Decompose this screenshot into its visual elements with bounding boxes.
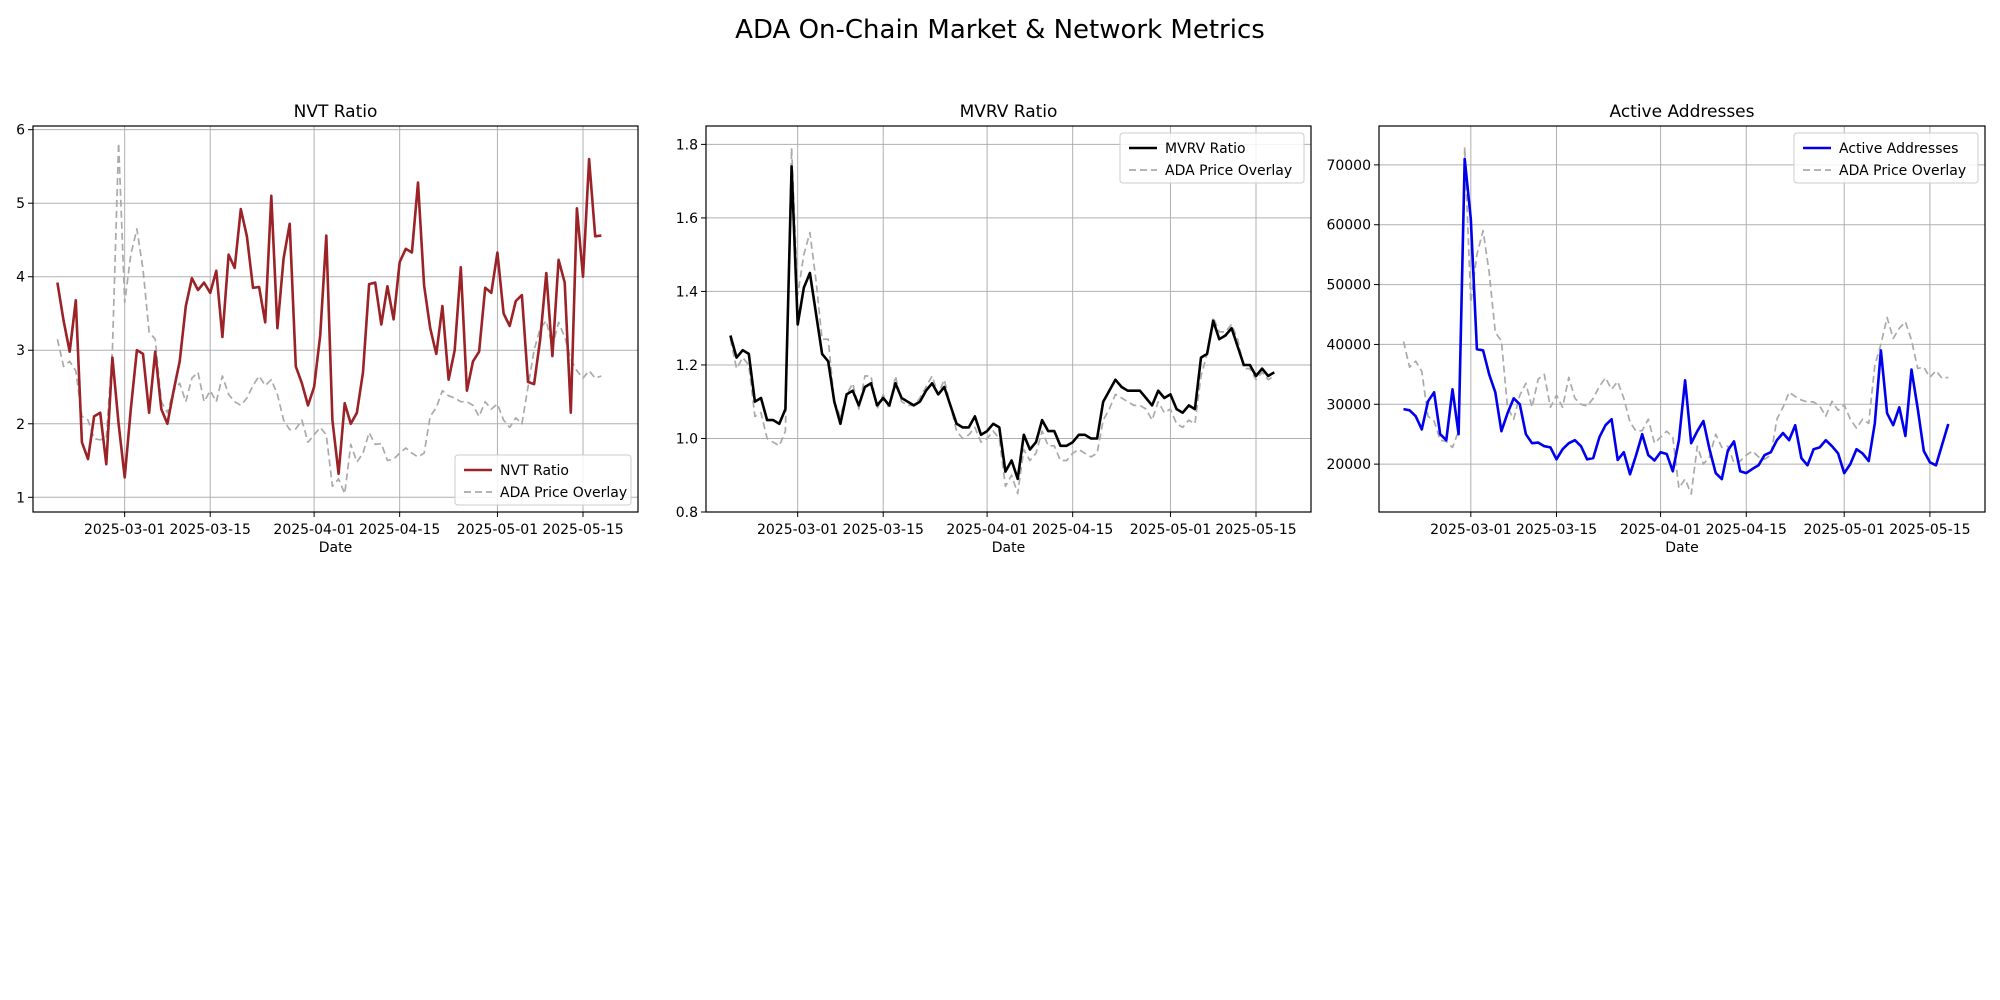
legend: Active Addresses ADA Price Overlay xyxy=(1793,132,1979,184)
legend-box xyxy=(454,454,632,506)
x-axis-label: Date xyxy=(1665,540,1698,556)
x-tick-label: 2025-04-15 xyxy=(1706,522,1787,538)
x-axis-label: Date xyxy=(319,540,352,556)
x-tick-label: 2025-05-01 xyxy=(457,522,538,538)
legend-label-mvrv-ratio: MVRV Ratio xyxy=(1165,141,1246,157)
y-tick-label: 1.0 xyxy=(676,431,698,447)
nvt-ratio-panel: NVT Ratio 1 2 3 4 5 6 2025-03-01 2025-03-15 2025-… xyxy=(16,102,639,556)
y-tick-label: 70000 xyxy=(1326,158,1371,174)
active-addresses-line xyxy=(1403,157,1950,481)
y-tick-label: 5 xyxy=(16,196,25,212)
x-tick-label: 2025-04-01 xyxy=(273,522,354,538)
panel-title: MVRV Ratio xyxy=(960,102,1058,122)
x-tick-label: 2025-04-15 xyxy=(359,522,440,538)
x-tick-label: 2025-03-15 xyxy=(170,522,251,538)
x-tick-label: 2025-03-01 xyxy=(84,522,165,538)
x-tick-label: 2025-05-15 xyxy=(1215,522,1296,538)
y-tick-label: 1.6 xyxy=(676,211,698,227)
x-tick-label: 2025-04-01 xyxy=(946,522,1027,538)
legend-box xyxy=(1119,132,1305,184)
panel-title: Active Addresses xyxy=(1609,102,1754,122)
legend-label-ada-price-overlay: ADA Price Overlay xyxy=(500,485,627,501)
x-tick-label: 2025-05-01 xyxy=(1804,522,1885,538)
legend-box xyxy=(1793,132,1979,184)
mvrv-ratio-panel: MVRV Ratio 0.8 1.0 1.2 1.4 1.6 1.8 2025-03-01 20… xyxy=(676,102,1312,556)
x-tick-label: 2025-03-15 xyxy=(843,522,924,538)
active-addresses-panel: Active Addresses 20000 30000 40000 50000 6000… xyxy=(1326,102,1986,556)
ada-price-overlay-line xyxy=(1402,146,1949,495)
ada-price-overlay-line xyxy=(56,142,602,495)
y-tick-label: 1.4 xyxy=(676,284,698,300)
y-tick-label: 1 xyxy=(16,490,25,506)
legend-label-nvt-ratio: NVT Ratio xyxy=(500,463,569,479)
x-tick-label: 2025-05-15 xyxy=(542,522,623,538)
axes-frame xyxy=(32,125,639,513)
legend-label-ada-price-overlay: ADA Price Overlay xyxy=(1165,163,1292,179)
axes-frame xyxy=(705,125,1312,513)
x-tick-label: 2025-03-01 xyxy=(757,522,838,538)
nvt-ratio-line xyxy=(56,157,602,479)
x-tick-label: 2025-04-01 xyxy=(1620,522,1701,538)
x-tick-label: 2025-03-01 xyxy=(1430,522,1511,538)
y-tick-label: 60000 xyxy=(1326,218,1371,234)
legend-label-ada-price-overlay: ADA Price Overlay xyxy=(1839,163,1966,179)
y-tick-label: 1.2 xyxy=(676,358,698,374)
x-tick-label: 2025-03-15 xyxy=(1516,522,1597,538)
y-tick-label: 4 xyxy=(16,270,25,286)
figure-title: ADA On-Chain Market & Network Metrics xyxy=(735,15,1265,45)
legend-label-active-addresses: Active Addresses xyxy=(1839,141,1958,157)
y-tick-label: 6 xyxy=(16,123,25,139)
y-tick-label: 20000 xyxy=(1326,457,1371,473)
axes-frame xyxy=(1378,125,1986,513)
x-tick-label: 2025-05-01 xyxy=(1130,522,1211,538)
legend: NVT Ratio ADA Price Overlay xyxy=(454,454,632,506)
y-tick-label: 1.8 xyxy=(676,137,698,153)
y-tick-label: 40000 xyxy=(1326,337,1371,353)
x-tick-label: 2025-04-15 xyxy=(1032,522,1113,538)
mvrv-ratio-line xyxy=(729,165,1275,481)
legend: MVRV Ratio ADA Price Overlay xyxy=(1119,132,1305,184)
panel-title: NVT Ratio xyxy=(294,102,378,122)
y-tick-label: 3 xyxy=(16,343,25,359)
ada-price-overlay-line xyxy=(729,147,1275,495)
y-tick-label: 2 xyxy=(16,417,25,433)
y-tick-label: 0.8 xyxy=(676,505,698,521)
x-tick-label: 2025-05-15 xyxy=(1889,522,1970,538)
x-axis-label: Date xyxy=(992,540,1025,556)
y-tick-label: 50000 xyxy=(1326,278,1371,294)
y-tick-label: 30000 xyxy=(1326,397,1371,413)
